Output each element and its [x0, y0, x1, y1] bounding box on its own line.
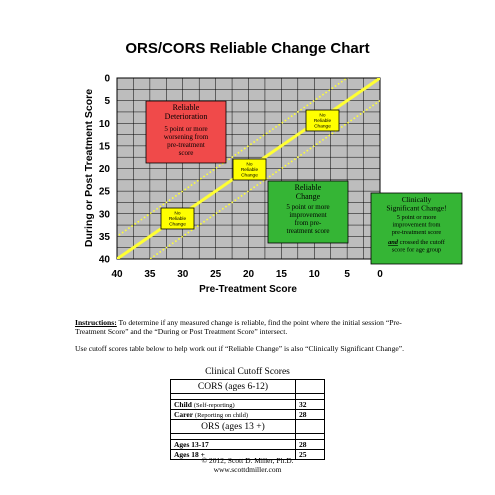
y-tick-label: 20	[99, 164, 111, 175]
chart-title: ORS/CORS Reliable Change Chart	[125, 40, 370, 57]
child-note: (Self-reporting)	[193, 402, 235, 409]
table-row: Child (Self-reporting) 32	[170, 399, 325, 410]
table-row: Ages 13-17 28	[170, 439, 325, 450]
clinical-change-box	[370, 192, 463, 265]
ages-18-value: 25	[295, 449, 325, 460]
x-axis-label: Pre-Treatment Score	[199, 284, 297, 295]
deterioration-body: 5 point or more worsening from pre-treatme…	[164, 125, 209, 157]
no-change-annotations: No Reliable Change No Reliable Change No Reli…	[160, 109, 340, 230]
x-tick-label: 20	[243, 269, 255, 280]
y-tick-label: 0	[104, 74, 110, 85]
ages-13-17-value: 28	[295, 439, 325, 450]
y-tick-label: 25	[99, 187, 111, 198]
x-tick-label: 5	[344, 269, 350, 280]
x-tick-label: 35	[144, 269, 156, 280]
clinical-change-body: 5 point or more improvement from pre-treat…	[392, 214, 442, 236]
y-tick-label: 40	[99, 255, 111, 266]
svg-text:score for age group: score for age group	[392, 247, 442, 254]
cors-header: CORS (ages 6-12)	[170, 379, 296, 394]
deterioration-annotation: Reliable Deterioration 5 point or more wor…	[145, 100, 227, 164]
x-tick-label: 0	[377, 269, 383, 280]
clinical-change-annotation: Clinically Significant Change! 5 point or…	[370, 192, 463, 265]
copyright: © 2012, Scott D. Miller, Ph.D.	[201, 456, 294, 465]
x-tick-label: 25	[210, 269, 222, 280]
table-row: Carer (Reporting on child) 28	[170, 409, 325, 420]
y-tick-label: 5	[104, 96, 110, 107]
no-change-box-lower: No Reliable Change	[160, 207, 195, 230]
x-tick-label: 15	[276, 269, 288, 280]
reliable-change-body: 5 point or more improvement from pre-treat…	[286, 203, 329, 235]
chart-plot: 40 35 30 25 20 15 10 5 0 0 5 10 15 20 25 30 35 40 Pre-Tre…	[83, 74, 463, 295]
ages-18-label: Ages 18 +	[174, 450, 205, 459]
ages-13-17-label: Ages 13-17	[174, 440, 209, 449]
reliable-change-box	[267, 180, 349, 244]
x-tick-label: 10	[309, 269, 321, 280]
carer-label: Carer	[174, 410, 194, 419]
y-tick-label: 10	[99, 119, 111, 130]
ors-header: ORS (ages 13 +)	[170, 419, 296, 434]
child-value: 32	[295, 399, 325, 410]
instructions-text-2: Use cutoff scores table below to help wo…	[75, 344, 405, 353]
clinical-change-body-2: crossed the cutoff	[398, 239, 446, 246]
child-label: Child	[174, 400, 192, 409]
reliable-change-annotation: Reliable Change 5 point or more improvemen…	[267, 180, 349, 244]
instructions-text: To determine if any measured change is r…	[75, 318, 402, 336]
cors-header-row: CORS (ages 6-12)	[170, 379, 325, 394]
instructions-lead: Instructions:	[75, 318, 117, 327]
carer-value: 28	[295, 409, 325, 420]
no-change-box-middle: No Reliable Change	[232, 158, 267, 181]
website-url: www.scottdmiller.com	[213, 465, 282, 474]
deterioration-box	[145, 100, 227, 164]
svg-text:and crossed the cutoff: and crossed the cutoff	[388, 239, 446, 246]
y-tick-label: 30	[99, 209, 111, 220]
table-row: Ages 18 + 25	[170, 449, 325, 460]
instructions: Instructions: To determine if any measur…	[75, 318, 430, 361]
clinical-change-and: and	[388, 239, 399, 246]
y-axis-label: During or Post Treatment Score	[83, 89, 95, 247]
carer-note: (Reporting on child)	[194, 412, 248, 419]
footer: © 2012, Scott D. Miller, Ph.D. www.scott…	[0, 456, 495, 474]
series-line-dotted-1	[117, 78, 349, 238]
x-tick-label: 30	[177, 269, 189, 280]
clinical-change-title: Clinically Significant Change!	[386, 195, 446, 213]
y-tick-label: 15	[99, 141, 111, 152]
x-tick-label: 40	[111, 269, 123, 280]
cutoff-table-title: Clinical Cutoff Scores	[205, 367, 290, 377]
cutoff-table: CORS (ages 6-12) Child (Self-reporting) …	[170, 379, 325, 460]
no-change-box-upper: No Reliable Change	[305, 109, 340, 132]
y-tick-label: 35	[99, 232, 111, 243]
reliable-change-title: Reliable Change	[295, 183, 322, 201]
ors-header-row: ORS (ages 13 +)	[170, 419, 325, 434]
deterioration-title: Reliable Deterioration	[165, 103, 208, 121]
